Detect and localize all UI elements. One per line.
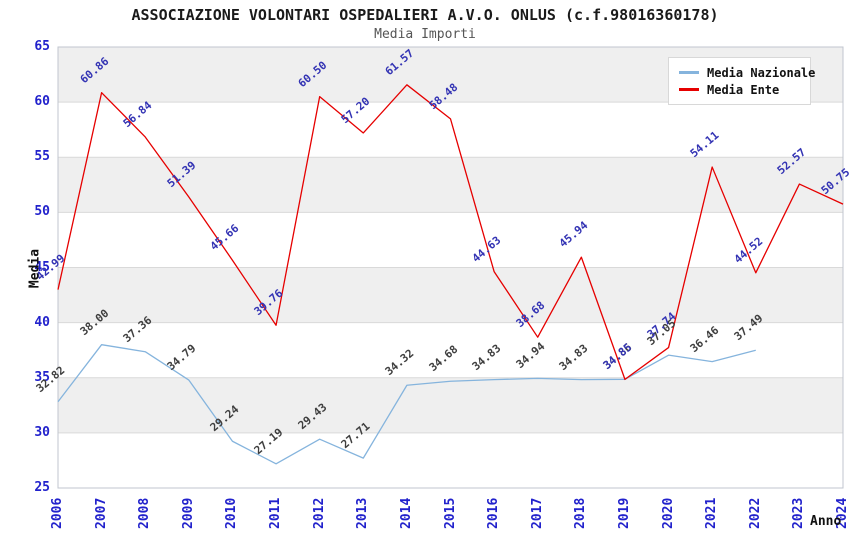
plot-band bbox=[58, 212, 843, 268]
plot-band bbox=[58, 377, 843, 433]
x-axis-tick-label: 2006 bbox=[50, 497, 65, 529]
x-axis-tick-label: 2022 bbox=[747, 497, 763, 529]
y-axis-tick-label: 65 bbox=[34, 39, 50, 54]
chart-subtitle: Media Importi bbox=[374, 27, 476, 42]
chart-title: ASSOCIAZIONE VOLONTARI OSPEDALIERI A.V.O… bbox=[131, 6, 719, 24]
legend: Media Nazionale Media Ente bbox=[668, 57, 815, 105]
x-axis-tick-label: 2012 bbox=[311, 497, 327, 529]
x-axis-tick-label: 2008 bbox=[137, 497, 153, 529]
legend-line-swatch-nazionale bbox=[679, 71, 699, 74]
y-axis-tick-label: 55 bbox=[34, 149, 50, 165]
x-axis-tick-label: 2014 bbox=[398, 497, 414, 529]
x-axis-tick-label: 2015 bbox=[442, 497, 458, 529]
series-line-media-nazionale bbox=[57, 344, 756, 465]
legend-item-media-nazionale: Media Nazionale bbox=[679, 64, 815, 81]
x-axis-tick-label: 2018 bbox=[573, 497, 589, 529]
y-axis-tick-label: 60 bbox=[34, 94, 50, 110]
y-axis-tick-label: 40 bbox=[34, 314, 50, 330]
series-line-media-ente bbox=[57, 84, 844, 381]
x-axis-tick-label: 2007 bbox=[93, 497, 109, 529]
y-axis-tick-label: 35 bbox=[34, 369, 50, 385]
x-axis-tick-label: 2009 bbox=[180, 497, 196, 529]
plot-band bbox=[58, 432, 843, 488]
x-axis-tick-label: 2023 bbox=[791, 497, 807, 529]
plot-band bbox=[58, 322, 843, 378]
x-axis-tick-label: 2010 bbox=[224, 497, 240, 529]
legend-item-media-ente: Media Ente bbox=[679, 81, 810, 98]
y-axis-tick-label: 45 bbox=[34, 259, 50, 275]
x-axis-tick-label: 2011 bbox=[268, 497, 284, 529]
x-axis-tick-label: 2020 bbox=[660, 497, 676, 529]
y-axis-title: Media bbox=[27, 248, 43, 289]
y-axis-tick-label: 30 bbox=[34, 424, 50, 440]
legend-label: Media Nazionale bbox=[707, 65, 816, 80]
x-axis-tick-label: 2013 bbox=[355, 497, 371, 529]
plot-band bbox=[58, 102, 843, 158]
y-axis-tick-label: 25 bbox=[34, 480, 50, 495]
x-axis-tick-label: 2021 bbox=[704, 497, 720, 529]
x-axis-tick-label: 2017 bbox=[529, 497, 545, 529]
x-axis-title: Anno bbox=[810, 514, 842, 529]
y-axis-tick-label: 50 bbox=[34, 204, 50, 220]
plot-band bbox=[58, 267, 843, 323]
legend-line-swatch-ente bbox=[679, 88, 699, 91]
x-axis-tick-label: 2019 bbox=[616, 497, 632, 529]
legend-label: Media Ente bbox=[707, 82, 780, 97]
plot-border bbox=[57, 46, 844, 489]
x-axis-tick-label: 2016 bbox=[486, 497, 502, 529]
